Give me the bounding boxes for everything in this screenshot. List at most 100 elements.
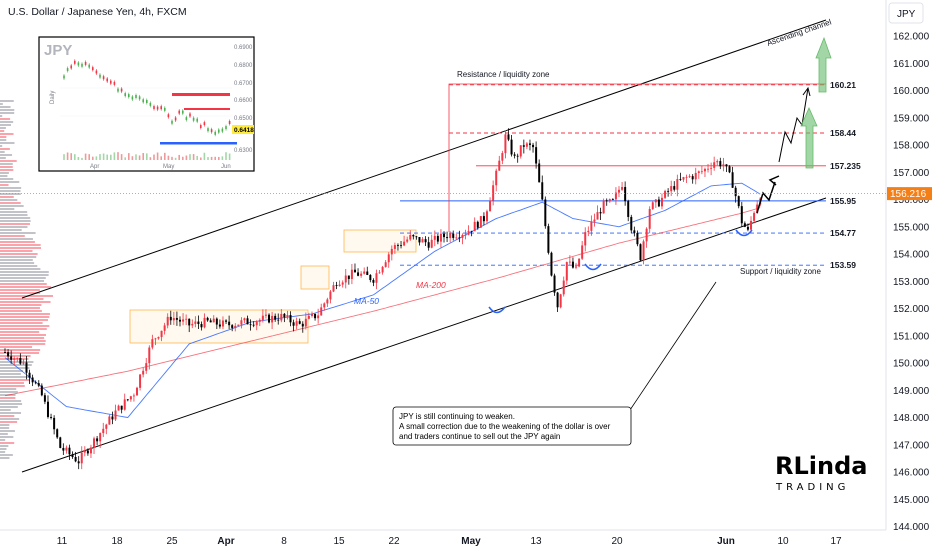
volume-profile-bar [0,451,6,453]
note-box [392,406,632,446]
volume-profile-bar [0,121,14,123]
candle-body [338,284,341,287]
candle-body [654,199,657,203]
candles [4,128,762,470]
volume-profile-bar [0,202,21,204]
volume-profile-bar [0,154,13,156]
candle-body [108,416,111,425]
candle-body [532,144,535,148]
candle-body [568,261,571,263]
candle-body [123,399,126,410]
note-line-2: A small correction due to the weakening … [399,422,611,431]
volume-profile-bar [0,214,28,216]
volume-profile-bar [0,400,22,402]
ma50-label: MA-50 [354,296,379,306]
candle-body [556,292,559,308]
candle-body [384,262,387,267]
volume-profile-bar [0,241,35,243]
inset-candle-body [99,74,101,78]
volume-profile-bar [0,235,25,237]
volume-profile-bar [0,268,41,270]
volume-profile-bar [0,265,38,267]
inset-candle-body [74,60,76,64]
candle-body [753,212,756,221]
candle-body [731,172,734,188]
volume-profile-bar [0,103,3,105]
currency-badge[interactable] [888,2,924,24]
candle-body [633,230,636,233]
candle-body [605,200,608,202]
green-arrow-2 [815,36,832,93]
inset-candle-body [192,117,195,121]
candle-body [697,171,700,173]
candle-body [246,318,249,325]
candle-body [117,405,120,411]
candle-body [599,212,602,214]
volume-profile-bar [0,148,10,150]
currency-badge-label[interactable]: JPY [897,9,916,20]
level-label: 153.59 [830,260,856,270]
candle-body [700,171,703,173]
candle-body [516,155,519,157]
candle-body [360,273,363,276]
x-tick-label: 11 [57,536,68,547]
x-tick-label: Apr [217,536,234,547]
inset-volume-bar [77,156,80,160]
inset-volume-bar [131,156,134,160]
y-tick-label: 159.000 [893,113,930,124]
inset-volume-bar [117,152,119,160]
volume-profile-bar [0,454,13,456]
candle-body [467,230,470,235]
inset-candle-body [63,75,65,79]
candle-body [510,139,513,155]
candle-body [68,447,71,455]
volume-profile-bar [0,187,22,189]
volume-profile-bar [0,316,50,318]
x-tick-label: Jun [717,536,735,547]
y-tick-label: 162.000 [893,32,930,43]
level-label: 157.235 [830,161,861,171]
candle-body [194,321,197,324]
inset-ytick-2: 0.6800 [234,63,253,69]
candle-body [289,314,292,323]
y-tick-label: 158.000 [893,141,930,152]
candle-body [427,242,430,248]
volume-profile-bar [0,244,41,246]
inset-volume-bar [210,156,213,160]
inset-volume-bar [156,152,159,160]
candle-body [608,199,611,202]
candle-body [642,241,645,261]
candle-body [264,314,267,316]
volume-profile-bar [0,409,11,411]
candle-body [243,318,246,321]
volume-profile-bar [0,334,47,336]
candle-body [71,454,74,458]
inset-candle-body [221,128,224,132]
candle-body [129,396,132,400]
candle-body [621,187,624,190]
candle-body [602,200,605,214]
inset-volume-bar [88,154,90,160]
candle-body [495,170,498,186]
candle-body [252,324,255,326]
candle-body [114,410,117,420]
volume-profile-bar [0,370,24,372]
candle-body [519,145,522,157]
inset-volume-bar [102,153,105,160]
candle-body [421,239,424,243]
candle-body [673,186,676,190]
candle-body [261,315,264,320]
candle-body [74,457,77,462]
candle-body [62,447,65,451]
range-box-3 [343,229,417,253]
candle-body [341,282,344,285]
candle-body [393,245,396,249]
candle-body [575,266,578,268]
candle-body [350,269,353,279]
level-label: 155.95 [830,196,856,206]
brand-logo: RLinda TRADING [775,452,867,493]
candle-body [240,320,243,325]
candle-body [295,321,298,326]
candle-body [743,223,746,227]
candle-body [99,433,102,442]
